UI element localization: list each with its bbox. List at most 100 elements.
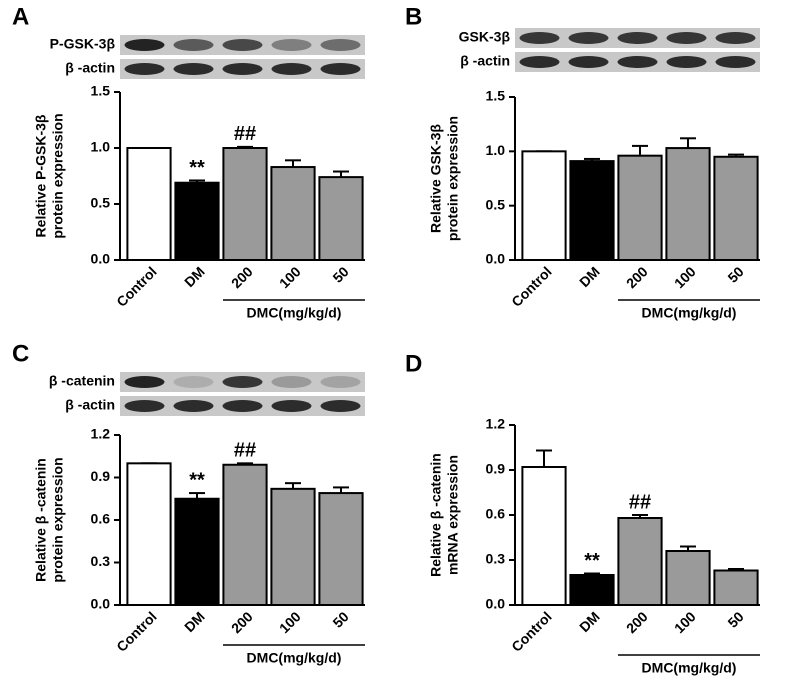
blot-label: GSK-3β — [459, 29, 511, 45]
blot-label: P-GSK-3β — [50, 36, 116, 52]
y-tick-label: 0.9 — [91, 468, 111, 484]
blot-band — [320, 376, 361, 388]
x-tick-label: Control — [113, 263, 160, 310]
y-tick-label: 0.6 — [91, 511, 111, 527]
y-tick-label: 0.3 — [486, 551, 506, 567]
bar — [270, 487, 316, 607]
blot-band — [519, 32, 560, 44]
y-tick-label: 0.3 — [91, 553, 111, 569]
group-label: DMC(mg/kg/d) — [247, 650, 342, 666]
y-axis-label: Relative β -catenin — [428, 453, 444, 577]
x-tick-label: Control — [508, 608, 555, 655]
y-tick-label: 0.0 — [486, 596, 506, 612]
x-tick-label: 50 — [329, 608, 351, 630]
panel-letter: B — [405, 3, 422, 30]
group-label: DMC(mg/kg/d) — [642, 305, 737, 321]
x-tick-label: DM — [181, 608, 208, 635]
blot-band — [222, 376, 263, 388]
panel-letter: C — [12, 340, 29, 367]
blot-band — [124, 400, 165, 412]
y-tick-label: 0.5 — [91, 195, 111, 211]
blot-band — [222, 400, 263, 412]
blot-band — [173, 63, 214, 75]
x-tick-label: DM — [576, 608, 603, 635]
x-tick-label: 50 — [724, 608, 746, 630]
x-tick-label: 100 — [276, 608, 304, 636]
bar — [521, 466, 567, 606]
blot-band — [173, 39, 214, 51]
blot-band — [568, 32, 609, 44]
bar — [222, 147, 268, 261]
bar — [318, 492, 364, 607]
bar — [665, 550, 711, 606]
x-tick-label: Control — [508, 263, 555, 310]
blot-band — [715, 32, 756, 44]
bar — [617, 517, 663, 606]
blot-band — [320, 39, 361, 51]
blot-band — [617, 32, 658, 44]
y-tick-label: 0.0 — [91, 251, 111, 267]
y-tick-label: 0.9 — [486, 461, 506, 477]
blot-band — [173, 376, 214, 388]
bar — [713, 155, 759, 261]
bar — [521, 150, 567, 261]
x-tick-label: 50 — [329, 263, 351, 285]
x-tick-label: 200 — [623, 608, 651, 636]
blot-band — [666, 56, 707, 68]
bar — [126, 462, 172, 607]
bar — [569, 160, 615, 261]
blot-band — [666, 32, 707, 44]
blot-band — [715, 56, 756, 68]
x-tick-label: 100 — [671, 608, 699, 636]
bar — [318, 176, 364, 261]
bar — [126, 147, 172, 261]
y-tick-label: 0.0 — [91, 596, 111, 612]
blot-band — [124, 63, 165, 75]
blot-band — [320, 400, 361, 412]
blot-band — [271, 400, 312, 412]
blot-band — [124, 39, 165, 51]
blot-label: β -actin — [65, 60, 115, 76]
blot-band — [173, 400, 214, 412]
blot-band — [124, 376, 165, 388]
blot-band — [271, 39, 312, 51]
blot-band — [568, 56, 609, 68]
panel-letter: D — [405, 350, 422, 377]
significance: ## — [234, 440, 256, 462]
x-tick-label: 200 — [228, 608, 256, 636]
y-axis-label: mRNA expression — [445, 455, 461, 575]
significance: ** — [584, 550, 600, 572]
panel-letter: A — [12, 3, 29, 30]
y-tick-label: 1.5 — [91, 83, 111, 99]
group-label: DMC(mg/kg/d) — [642, 660, 737, 676]
bar — [713, 569, 759, 606]
blot-band — [222, 39, 263, 51]
bar — [222, 463, 268, 606]
x-tick-label: 100 — [276, 263, 304, 291]
x-tick-label: 200 — [228, 263, 256, 291]
blot-label: β -actin — [65, 397, 115, 413]
blot-band — [519, 56, 560, 68]
x-tick-label: DM — [181, 263, 208, 290]
blot-label: β -actin — [460, 53, 510, 69]
y-axis-label: Relative P-GSK-3β — [33, 114, 49, 237]
blot-band — [320, 63, 361, 75]
y-axis-label: Relative GSK-3β — [428, 124, 444, 233]
y-tick-label: 1.0 — [91, 139, 111, 155]
blot-band — [222, 63, 263, 75]
y-axis-label: protein expression — [50, 457, 66, 582]
significance: ## — [234, 123, 256, 145]
bar — [665, 147, 711, 261]
blot-band — [617, 56, 658, 68]
x-tick-label: 50 — [724, 263, 746, 285]
x-tick-label: 100 — [671, 263, 699, 291]
bar — [174, 181, 220, 261]
group-label: DMC(mg/kg/d) — [247, 305, 342, 321]
blot-label: β -catenin — [49, 373, 115, 389]
bar — [270, 166, 316, 261]
y-axis-label: Relative β -catenin — [33, 458, 49, 582]
y-tick-label: 0.5 — [486, 196, 506, 212]
bar — [617, 154, 663, 261]
blot-band — [271, 63, 312, 75]
